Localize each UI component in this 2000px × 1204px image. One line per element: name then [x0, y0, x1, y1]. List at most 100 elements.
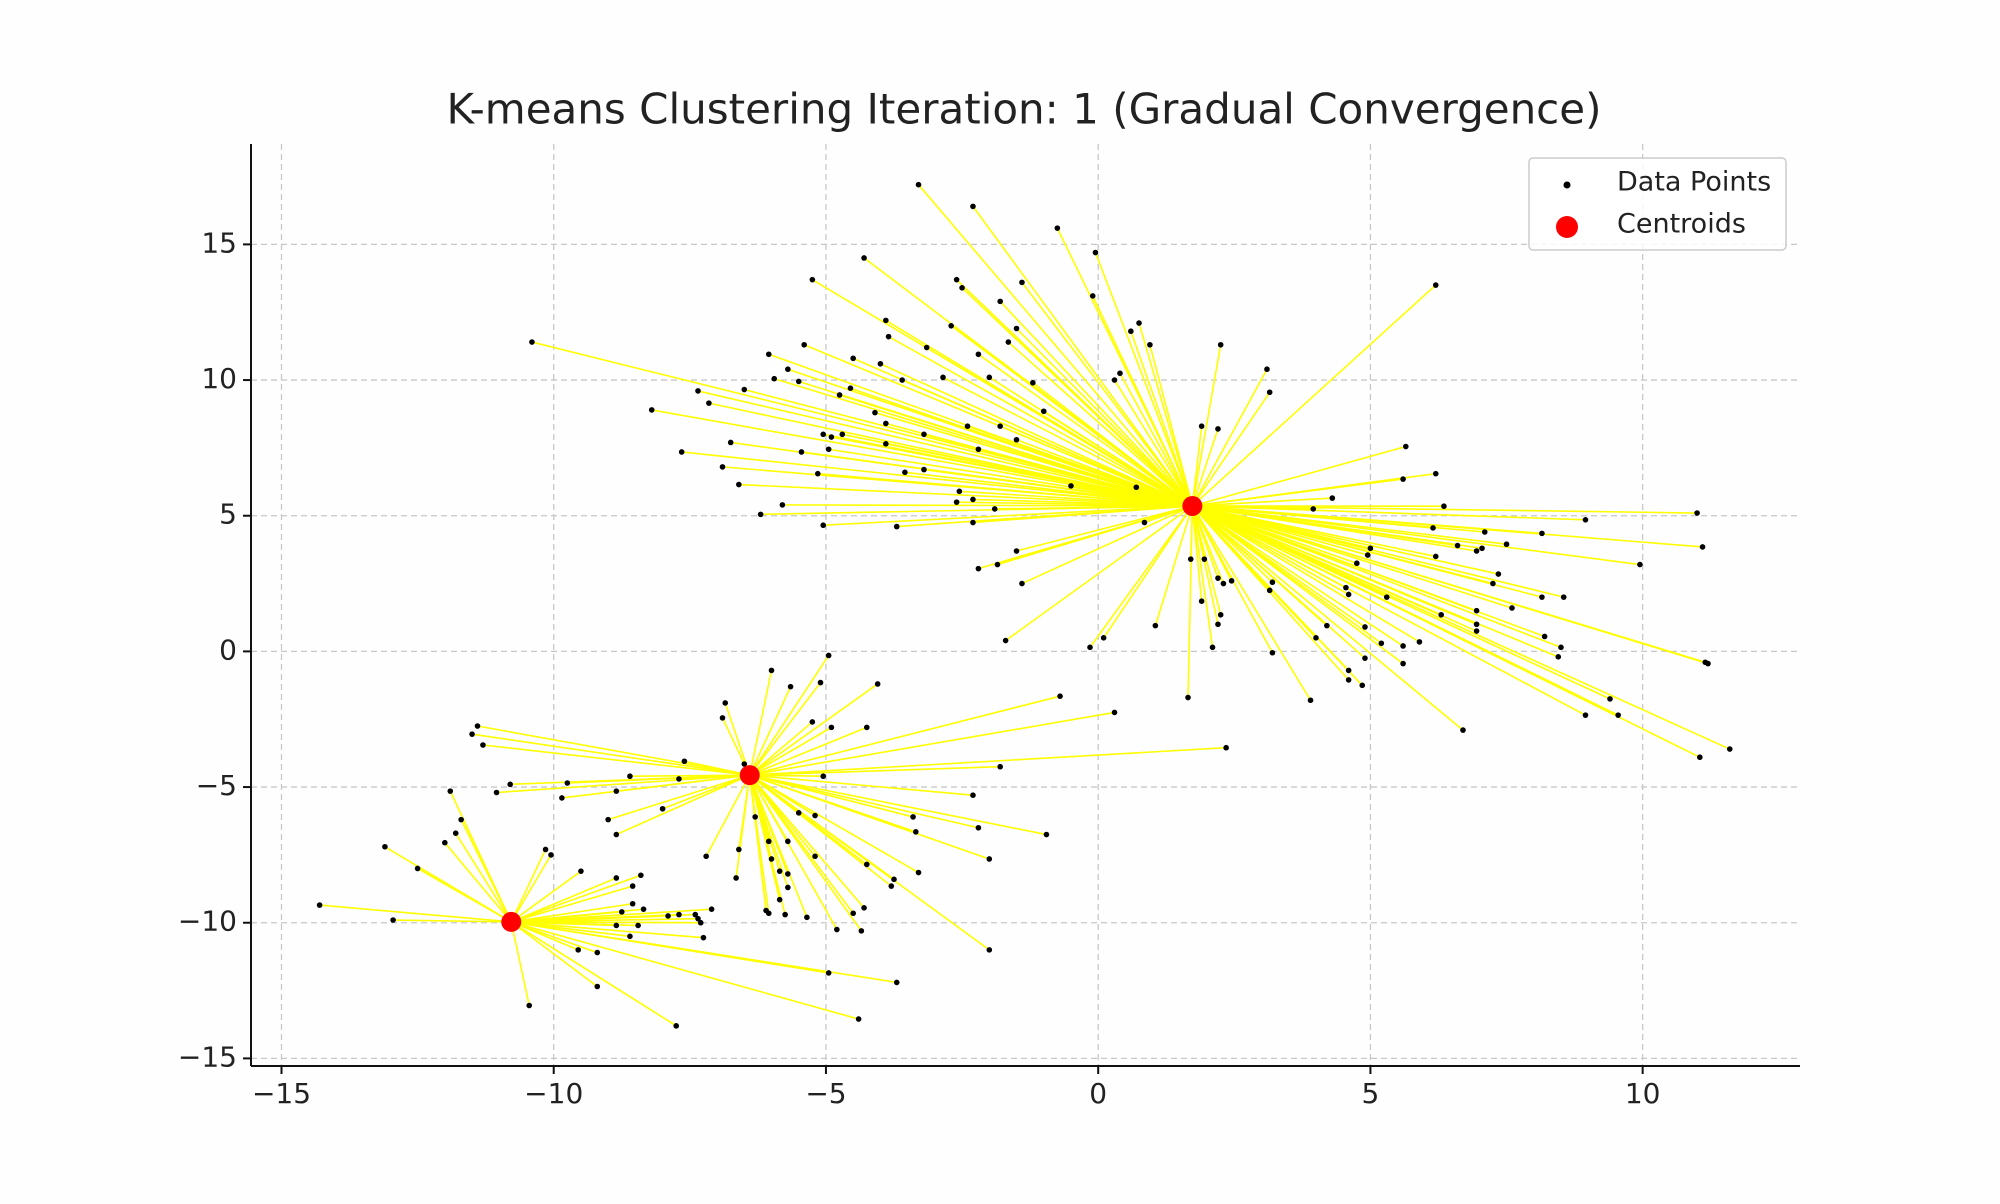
assignment-line — [1188, 506, 1192, 698]
data-point — [1330, 495, 1336, 501]
data-point — [614, 875, 620, 881]
assignment-line — [616, 775, 749, 834]
assignment-line — [511, 922, 529, 1006]
data-point — [1343, 585, 1349, 591]
assignment-line — [472, 734, 750, 775]
data-point — [1474, 608, 1480, 614]
data-point — [1006, 339, 1012, 345]
data-point — [986, 947, 992, 953]
data-point — [1215, 621, 1221, 627]
legend-marker — [1556, 216, 1578, 238]
data-point — [997, 764, 1003, 770]
data-point — [916, 870, 922, 876]
data-point — [475, 723, 481, 729]
data-point — [1223, 745, 1229, 751]
assignment-line — [1090, 506, 1192, 647]
data-point — [1583, 712, 1589, 718]
data-point — [1362, 655, 1368, 661]
data-point — [1482, 529, 1488, 535]
data-point — [605, 817, 611, 823]
data-point — [1310, 506, 1316, 512]
data-point — [777, 897, 783, 903]
data-point — [548, 852, 554, 858]
data-point — [1509, 605, 1515, 611]
data-point — [1093, 250, 1099, 256]
data-point — [1400, 643, 1406, 649]
data-point — [1215, 575, 1221, 581]
data-point — [706, 400, 712, 406]
data-point — [804, 915, 810, 921]
data-point — [1438, 612, 1444, 618]
data-point — [1346, 677, 1352, 683]
data-point — [894, 524, 900, 530]
y-tick-label: 0 — [219, 633, 237, 666]
data-point — [736, 847, 742, 853]
data-point — [818, 680, 824, 686]
y-tick-label: 5 — [219, 498, 237, 531]
data-point — [1019, 581, 1025, 587]
data-point — [1539, 594, 1545, 600]
assignment-line — [1192, 506, 1561, 647]
data-point — [986, 856, 992, 862]
data-point — [888, 883, 894, 889]
data-point — [614, 788, 620, 794]
x-tick-label: −5 — [805, 1077, 846, 1110]
data-point — [785, 366, 791, 372]
legend-label: Centroids — [1617, 209, 1746, 240]
data-point — [886, 334, 892, 340]
data-point — [641, 906, 647, 912]
data-point — [1112, 377, 1118, 383]
assignment-line — [736, 775, 750, 878]
data-point — [619, 909, 625, 915]
x-tick-label: −10 — [524, 1077, 583, 1110]
data-point — [526, 1003, 532, 1009]
data-point — [1014, 326, 1020, 332]
data-point — [1142, 520, 1148, 526]
data-point — [390, 917, 396, 923]
assignment-line — [750, 684, 878, 775]
data-point — [1270, 650, 1276, 656]
centroid — [1182, 496, 1202, 516]
data-point — [810, 719, 816, 725]
assignment-line — [511, 922, 700, 923]
data-point — [1117, 370, 1123, 376]
data-point — [976, 566, 982, 572]
data-point — [899, 377, 905, 383]
data-point — [728, 440, 734, 446]
data-point — [829, 434, 835, 440]
data-point — [722, 700, 728, 706]
data-point — [1133, 484, 1139, 490]
data-point — [1362, 624, 1368, 630]
data-point — [910, 814, 916, 820]
data-point — [453, 830, 459, 836]
data-point — [720, 715, 726, 721]
data-point — [1324, 623, 1330, 629]
data-point — [1199, 423, 1205, 429]
data-point — [630, 883, 636, 889]
data-point — [1030, 380, 1036, 386]
data-point — [878, 361, 884, 367]
data-point — [1057, 693, 1063, 699]
data-point — [1087, 645, 1093, 651]
data-point — [1218, 342, 1224, 348]
data-point — [883, 318, 889, 324]
data-point — [850, 356, 856, 362]
data-point — [913, 829, 919, 835]
data-point — [810, 277, 816, 283]
assignment-line — [1192, 506, 1403, 646]
data-point — [799, 449, 805, 455]
assignment-line — [1192, 392, 1269, 506]
data-point — [766, 351, 772, 357]
data-point — [649, 407, 655, 413]
data-point — [1264, 366, 1270, 372]
data-point — [837, 392, 843, 398]
data-point — [1474, 621, 1480, 627]
data-point — [635, 923, 641, 929]
assignment-line — [1192, 506, 1212, 647]
data-point — [970, 204, 976, 210]
data-point — [1705, 661, 1711, 667]
data-point — [1014, 437, 1020, 443]
data-point — [627, 934, 633, 940]
data-point — [921, 467, 927, 473]
